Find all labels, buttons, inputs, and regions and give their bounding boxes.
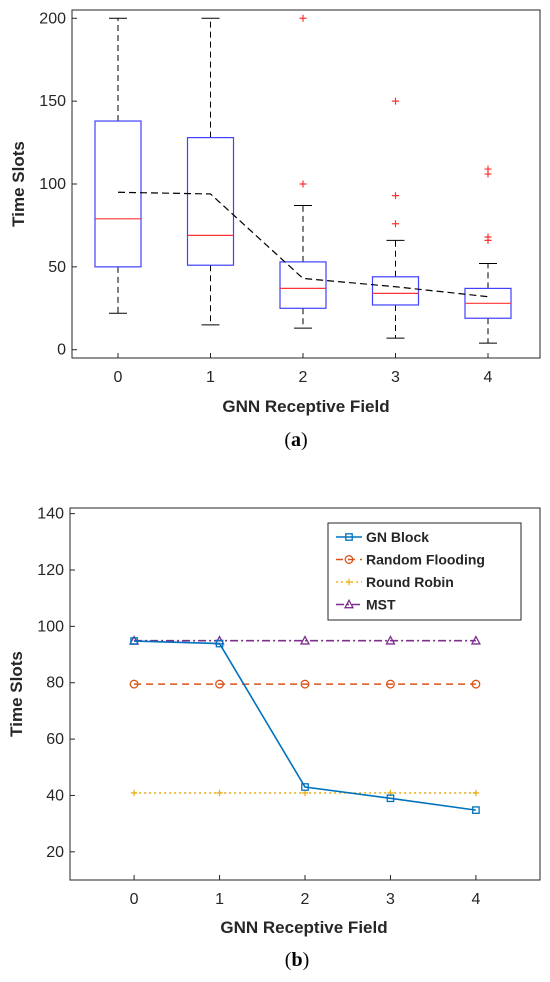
legend-label: Random Flooding: [366, 552, 485, 568]
y-axis-b: 20 40 60 80 100 120 140: [37, 506, 75, 861]
plus-marker: [345, 578, 353, 586]
x-tick-label-a: 1: [206, 369, 215, 386]
plus-marker: [472, 789, 480, 797]
circle-marker: [215, 679, 224, 689]
y-tick-label-b: 80: [46, 675, 64, 692]
plus-marker: [216, 789, 223, 797]
y-tick-label-b: 140: [37, 506, 64, 523]
y-tick-label-a: 0: [57, 342, 66, 359]
legend-label: Round Robin: [366, 574, 454, 590]
y-tick-label-a: 150: [39, 93, 66, 110]
legend: GN Block Random Flooding Round Robin MST: [327, 522, 522, 621]
y-tick-label-b: 120: [37, 562, 64, 579]
y-tick-label-b: 20: [46, 844, 64, 861]
outlier-marker: [484, 233, 492, 241]
y-tick-label-b: 40: [46, 787, 64, 804]
outlier-marker: [484, 165, 492, 173]
x-tick-label-a: 2: [299, 369, 308, 386]
legend-label: MST: [366, 597, 396, 613]
circle-marker: [344, 555, 354, 564]
circle-marker: [300, 679, 310, 689]
x-axis-b: 0 1 2 3 4: [130, 875, 480, 908]
x-tick-label-b: 1: [215, 891, 224, 908]
outlier-marker: [392, 192, 399, 200]
triangle-marker: [385, 635, 396, 645]
square-marker: [472, 806, 480, 814]
caption-a-open: (: [284, 429, 291, 451]
box: [279, 261, 327, 309]
outlier-marker: [392, 97, 399, 105]
y-tick-label-b: 60: [46, 731, 64, 748]
square-marker: [215, 639, 224, 648]
x-tick-label-b: 4: [471, 891, 480, 908]
caption-a-close: ): [301, 429, 308, 451]
mean-trend-line: [117, 191, 489, 298]
y-tick-label-a: 200: [39, 10, 66, 27]
outlier-marker: [392, 220, 399, 228]
square-marker: [130, 637, 138, 645]
legend-box: [327, 522, 522, 621]
x-tick-label-a: 3: [391, 369, 400, 386]
x-tick-label-b: 0: [130, 891, 139, 908]
box: [186, 137, 235, 266]
legend-label: GN Block: [366, 529, 429, 545]
y-tick-label-a: 50: [48, 259, 66, 276]
box: [94, 120, 142, 268]
triangle-marker: [299, 635, 311, 645]
x-axis-label-b: GNN Receptive Field: [220, 918, 387, 937]
x-tick-label-a: 0: [114, 369, 123, 386]
square-marker: [345, 533, 353, 541]
caption-b-open: (: [285, 949, 292, 971]
caption-a-letter: a: [291, 429, 301, 451]
x-tick-label-b: 3: [386, 891, 395, 908]
square-marker: [386, 794, 395, 803]
x-tick-label-b: 2: [301, 891, 310, 908]
chart-b: 20 40 60 80 100 120 140 0 1 2 3 4 GN Block Random F…: [7, 506, 541, 971]
box: [371, 276, 420, 306]
y-tick-label-b: 100: [37, 618, 64, 635]
caption-b-close: ): [303, 949, 310, 971]
triangle-marker: [470, 635, 481, 645]
caption-a: (a): [284, 429, 307, 451]
y-axis-label-a: Time Slots: [9, 141, 28, 227]
outlier-marker: [299, 14, 307, 22]
legend-entries: GN Block Random Flooding Round Robin MST: [336, 529, 485, 613]
circle-marker: [471, 679, 481, 689]
y-axis-a: 0 50 100 150 200: [39, 10, 77, 359]
boxes-a: [94, 14, 512, 344]
chart-a: 0 50 100 150 200 0 1 2 3 4 GNN Receptive Field T…: [9, 9, 541, 451]
outlier-marker: [299, 180, 307, 188]
square-marker: [301, 783, 309, 791]
series-b: [129, 635, 481, 814]
x-tick-label-a: 4: [484, 369, 493, 386]
circle-marker: [129, 679, 139, 689]
x-axis-label-a: GNN Receptive Field: [222, 397, 389, 416]
plus-marker: [130, 789, 138, 797]
y-axis-label-b: Time Slots: [7, 651, 26, 737]
triangle-marker: [343, 598, 355, 609]
y-tick-label-a: 100: [39, 176, 66, 193]
series-line-gn-block: [134, 640, 477, 811]
caption-b-letter: b: [291, 949, 302, 971]
x-axis-a: 0 1 2 3 4: [114, 353, 493, 386]
caption-b: (b): [285, 949, 309, 971]
circle-marker: [386, 679, 395, 689]
